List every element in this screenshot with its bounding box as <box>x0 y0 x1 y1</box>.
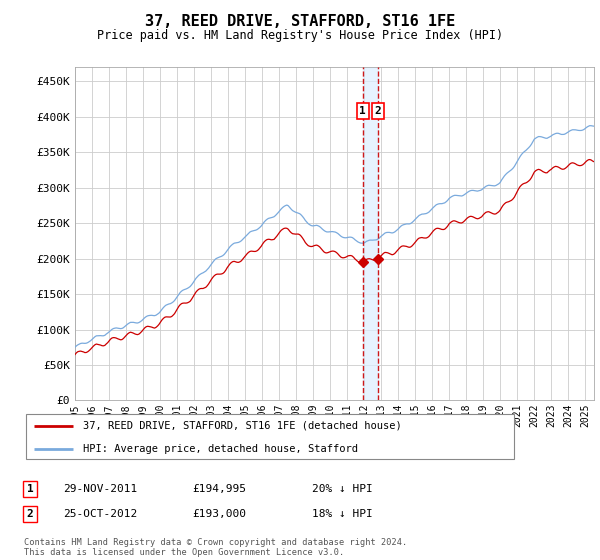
Text: Price paid vs. HM Land Registry's House Price Index (HPI): Price paid vs. HM Land Registry's House … <box>97 29 503 42</box>
Text: 2: 2 <box>374 106 382 116</box>
Text: 1: 1 <box>359 106 366 116</box>
Text: Contains HM Land Registry data © Crown copyright and database right 2024.
This d: Contains HM Land Registry data © Crown c… <box>24 538 407 557</box>
Text: 25-OCT-2012: 25-OCT-2012 <box>63 509 137 519</box>
Text: 18% ↓ HPI: 18% ↓ HPI <box>312 509 373 519</box>
Bar <box>363 67 378 400</box>
FancyBboxPatch shape <box>26 414 514 459</box>
Text: 2: 2 <box>26 509 34 519</box>
Text: 29-NOV-2011: 29-NOV-2011 <box>63 484 137 494</box>
Text: 20% ↓ HPI: 20% ↓ HPI <box>312 484 373 494</box>
Text: 1: 1 <box>26 484 34 494</box>
Text: HPI: Average price, detached house, Stafford: HPI: Average price, detached house, Staf… <box>83 445 358 454</box>
Text: £193,000: £193,000 <box>192 509 246 519</box>
Text: 37, REED DRIVE, STAFFORD, ST16 1FE (detached house): 37, REED DRIVE, STAFFORD, ST16 1FE (deta… <box>83 421 402 431</box>
Text: £194,995: £194,995 <box>192 484 246 494</box>
Text: 37, REED DRIVE, STAFFORD, ST16 1FE: 37, REED DRIVE, STAFFORD, ST16 1FE <box>145 14 455 29</box>
